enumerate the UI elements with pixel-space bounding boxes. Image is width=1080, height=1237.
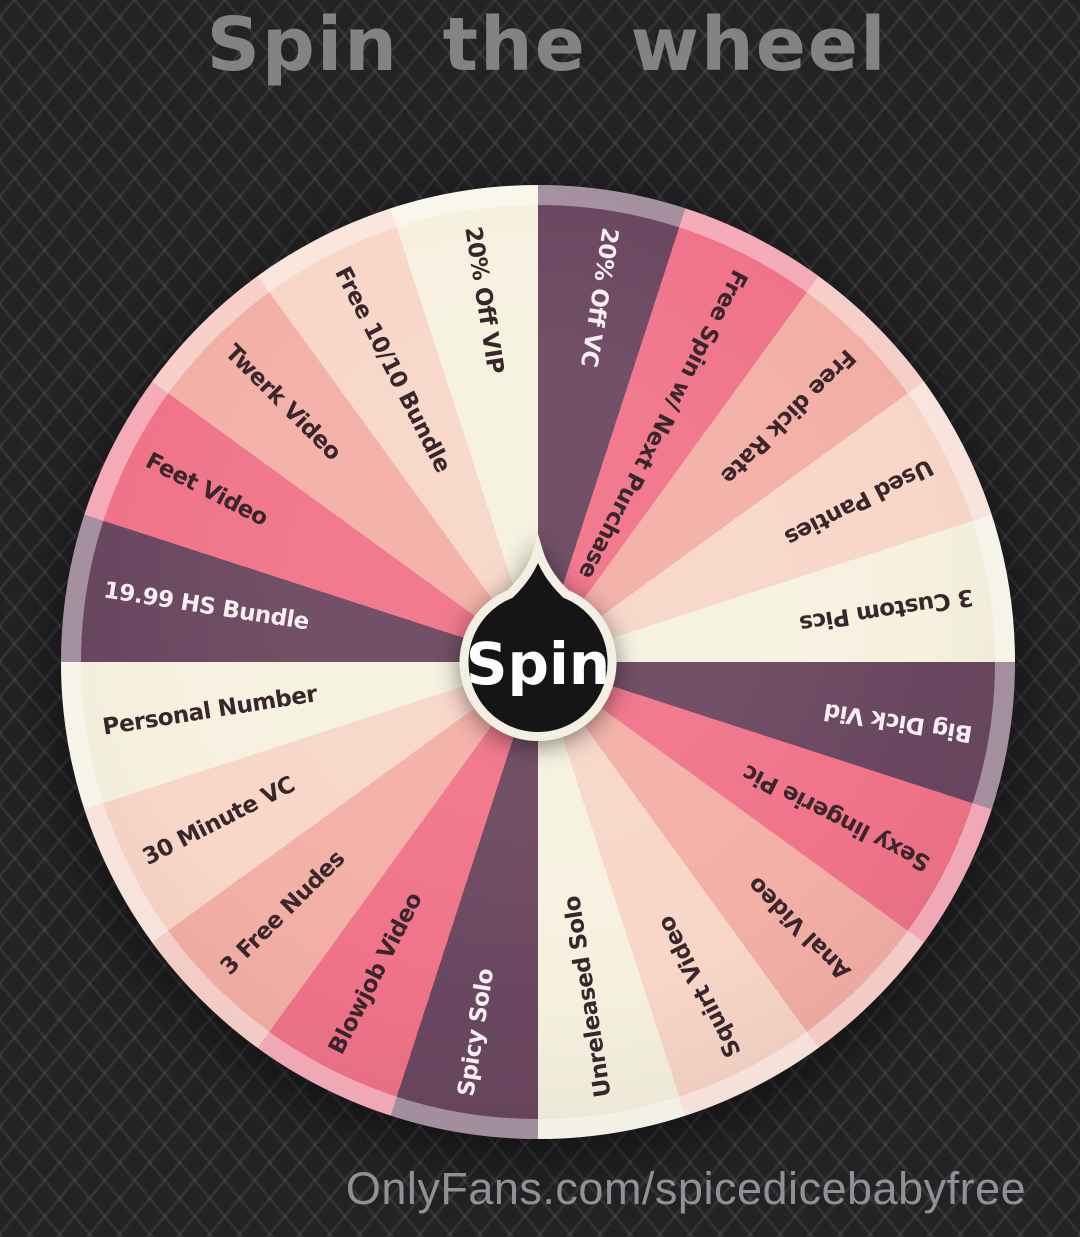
spin-button-label: Spin xyxy=(466,630,610,698)
onlyfans-url: OnlyFans.com/spicedicebabyfree xyxy=(345,1163,1027,1214)
pointer-teardrop-icon xyxy=(459,533,617,741)
prize-wheel: 20% Off VC Free Spin w/ Next Purchase Free… xyxy=(61,185,1015,1139)
spin-button[interactable]: Spin xyxy=(413,527,663,797)
page-title: Spin the wheel xyxy=(206,2,888,88)
